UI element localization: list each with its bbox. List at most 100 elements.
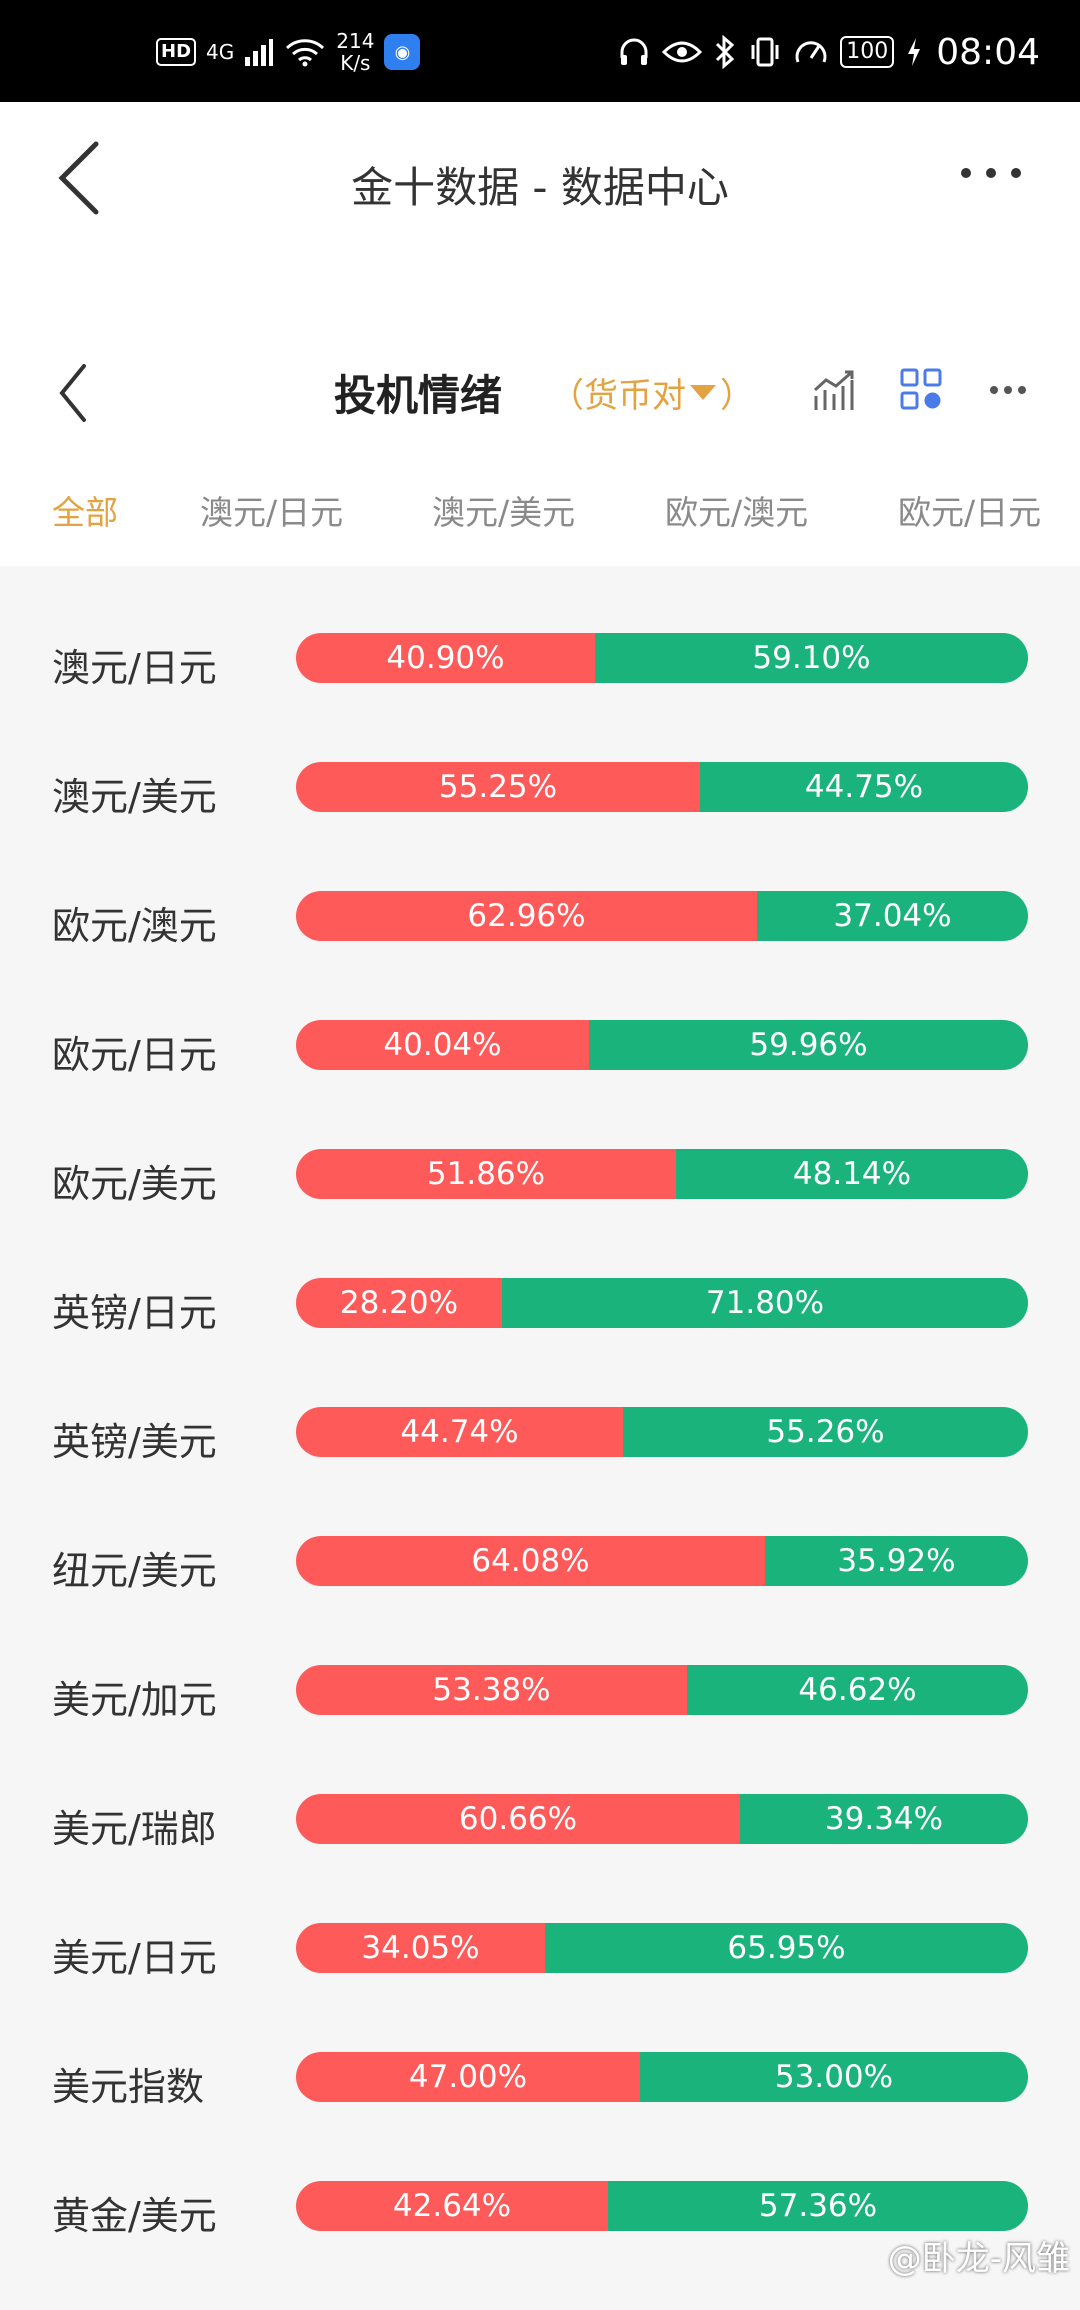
- pair-label: 英镑/日元: [52, 1291, 217, 1335]
- sentiment-bar: 42.64% 57.36%: [296, 2181, 1028, 2231]
- filter-label: （货币对: [550, 376, 686, 416]
- sentiment-bar: 40.90% 59.10%: [296, 633, 1028, 683]
- status-left: HD 4G 214 K/s ◉: [156, 28, 421, 76]
- sentiment-bar: 64.08% 35.92%: [296, 1536, 1028, 1586]
- pair-label: 黄金/美元: [52, 2194, 217, 2238]
- pair-label: 英镑/美元: [52, 1420, 217, 1464]
- sentiment-bar: 47.00% 53.00%: [296, 2052, 1028, 2102]
- caret-down-icon: [690, 385, 716, 400]
- wifi-icon: [286, 39, 325, 67]
- sentiment-bar: 34.05% 65.95%: [296, 1923, 1028, 1973]
- short-segment: 59.10%: [595, 633, 1028, 683]
- speedometer-icon: [795, 41, 827, 63]
- grid-view-icon[interactable]: [900, 368, 942, 410]
- sentiment-row[interactable]: 欧元/美元 51.86% 48.14%: [0, 1149, 1080, 1209]
- short-segment: 57.36%: [608, 2181, 1028, 2231]
- pair-label: 美元/加元: [52, 1678, 217, 1722]
- page-title: 金十数据 - 数据中心: [351, 163, 729, 212]
- short-segment: 55.26%: [623, 1407, 1028, 1457]
- status-bar: HD 4G 214 K/s ◉: [0, 0, 1080, 102]
- sentiment-row[interactable]: 黄金/美元 42.64% 57.36%: [0, 2181, 1080, 2241]
- sentiment-row[interactable]: 美元/瑞郎 60.66% 39.34%: [0, 1794, 1080, 1854]
- tab-eur-jpy[interactable]: 欧元/日元: [898, 493, 1042, 532]
- sentiment-row[interactable]: 欧元/澳元 62.96% 37.04%: [0, 891, 1080, 951]
- vibrate-icon: [751, 37, 779, 67]
- long-segment: 62.96%: [296, 891, 757, 941]
- sentiment-row[interactable]: 美元/日元 34.05% 65.95%: [0, 1923, 1080, 1983]
- tab-aud-jpy[interactable]: 澳元/日元: [200, 493, 344, 532]
- sentiment-row[interactable]: 美元/加元 53.38% 46.62%: [0, 1665, 1080, 1725]
- watermark: @卧龙-风雏: [887, 2239, 1070, 2279]
- long-segment: 34.05%: [296, 1923, 545, 1973]
- tab-all[interactable]: 全部: [52, 493, 118, 532]
- charging-icon: [908, 38, 921, 66]
- pair-label: 纽元/美元: [52, 1549, 217, 1593]
- speed-value: 214: [336, 29, 375, 53]
- long-segment: 53.38%: [296, 1665, 687, 1715]
- sentiment-bar: 51.86% 48.14%: [296, 1149, 1028, 1199]
- signal-bars-icon: [245, 39, 274, 66]
- sentiment-bar: 55.25% 44.75%: [296, 762, 1028, 812]
- sentiment-row[interactable]: 纽元/美元 64.08% 35.92%: [0, 1536, 1080, 1596]
- long-segment: 44.74%: [296, 1407, 623, 1457]
- clock: 08:04: [936, 31, 1040, 73]
- pair-label: 欧元/澳元: [52, 904, 217, 948]
- short-segment: 44.75%: [700, 762, 1028, 812]
- long-segment: 40.04%: [296, 1020, 589, 1070]
- short-segment: 71.80%: [502, 1278, 1028, 1328]
- sentiment-bar: 44.74% 55.26%: [296, 1407, 1028, 1457]
- short-segment: 39.34%: [740, 1794, 1028, 1844]
- battery-level: 100: [840, 36, 895, 68]
- short-segment: 46.62%: [687, 1665, 1028, 1715]
- sentiment-bar: 60.66% 39.34%: [296, 1794, 1028, 1844]
- tab-aud-usd[interactable]: 澳元/美元: [432, 493, 576, 532]
- speed-unit: K/s: [340, 51, 371, 75]
- network-speed: 214 K/s: [336, 30, 374, 74]
- panel-header: 投机情绪 （货币对 ） 全部 澳元/日元 澳元/美元 欧元/澳元 欧元/日元: [0, 352, 1080, 566]
- long-segment: 55.25%: [296, 762, 700, 812]
- sentiment-row[interactable]: 澳元/美元 55.25% 44.75%: [0, 762, 1080, 822]
- sentiment-row[interactable]: 澳元/日元 40.90% 59.10%: [0, 633, 1080, 693]
- bluetooth-icon: [716, 35, 735, 69]
- app-header: 金十数据 - 数据中心: [0, 102, 1080, 352]
- pair-label: 欧元/日元: [52, 1033, 217, 1077]
- pair-label: 美元指数: [52, 2065, 205, 2109]
- short-segment: 37.04%: [757, 891, 1028, 941]
- long-segment: 40.90%: [296, 633, 595, 683]
- filter-label-end: ）: [720, 376, 754, 416]
- sentiment-bar: 53.38% 46.62%: [296, 1665, 1028, 1715]
- pair-label: 澳元/美元: [52, 775, 217, 819]
- signal-4g-label: 4G: [206, 40, 235, 64]
- back-icon[interactable]: [56, 138, 116, 218]
- panel-title: 投机情绪: [334, 371, 503, 420]
- pair-label: 欧元/美元: [52, 1162, 217, 1206]
- status-right: 100 08:04: [618, 24, 1040, 80]
- sentiment-row[interactable]: 英镑/日元 28.20% 71.80%: [0, 1278, 1080, 1338]
- sentiment-row[interactable]: 欧元/日元 40.04% 59.96%: [0, 1020, 1080, 1080]
- pair-label: 美元/日元: [52, 1936, 217, 1980]
- headphones-icon: [620, 38, 648, 65]
- pair-label: 澳元/日元: [52, 646, 217, 690]
- panel-more-icon[interactable]: [988, 382, 1028, 398]
- long-segment: 60.66%: [296, 1794, 740, 1844]
- long-segment: 28.20%: [296, 1278, 502, 1328]
- eye-icon: [662, 41, 703, 63]
- pair-tabs: 全部 澳元/日元 澳元/美元 欧元/澳元 欧元/日元: [0, 486, 1080, 546]
- short-segment: 59.96%: [589, 1020, 1028, 1070]
- sentiment-row[interactable]: 美元指数 47.00% 53.00%: [0, 2052, 1080, 2112]
- tab-eur-aud[interactable]: 欧元/澳元: [665, 493, 809, 532]
- long-segment: 51.86%: [296, 1149, 676, 1199]
- pair-label: 美元/瑞郎: [52, 1807, 217, 1851]
- short-segment: 53.00%: [640, 2052, 1028, 2102]
- long-segment: 47.00%: [296, 2052, 640, 2102]
- trend-chart-icon[interactable]: [812, 368, 856, 412]
- sentiment-bar: 40.04% 59.96%: [296, 1020, 1028, 1070]
- app-notification-icon: ◉: [384, 34, 421, 70]
- currency-pair-filter[interactable]: （货币对 ）: [550, 368, 754, 417]
- long-segment: 42.64%: [296, 2181, 608, 2231]
- sentiment-row[interactable]: 英镑/美元 44.74% 55.26%: [0, 1407, 1080, 1467]
- panel-back-icon[interactable]: [56, 358, 96, 428]
- hd-badge: HD: [156, 38, 197, 66]
- more-options-icon[interactable]: [956, 158, 1026, 188]
- long-segment: 64.08%: [296, 1536, 765, 1586]
